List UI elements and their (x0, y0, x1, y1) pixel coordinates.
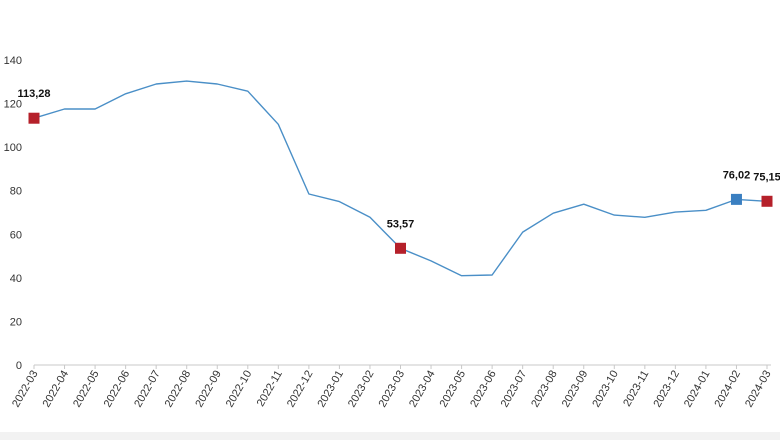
x-tick-label: 2023-10 (590, 369, 621, 410)
y-tick-label: 40 (10, 273, 22, 285)
x-tick-label: 2022-09 (193, 369, 224, 410)
x-tick-label: 2024-01 (682, 369, 713, 410)
bottom-band (0, 432, 780, 440)
y-tick-label: 60 (10, 229, 22, 241)
data-label: 75,15 (753, 171, 780, 183)
x-tick-label: 2024-02 (712, 369, 743, 410)
x-tick-label: 2023-07 (499, 369, 530, 410)
x-tick-label: 2023-03 (377, 369, 408, 410)
x-tick-label: 2022-10 (224, 369, 255, 410)
highlight-marker (395, 242, 406, 254)
x-tick-label: 2023-05 (438, 369, 469, 410)
x-tick-label: 2022-03 (10, 369, 41, 410)
x-tick-label: 2023-01 (315, 369, 346, 410)
x-tick-label: 2022-04 (41, 369, 72, 410)
y-tick-label: 20 (10, 316, 22, 328)
x-tick-label: 2023-04 (407, 369, 438, 410)
y-tick-label: 140 (4, 55, 22, 67)
x-tick-label: 2023-12 (651, 369, 682, 410)
data-label: 76,02 (723, 169, 751, 181)
y-tick-label: 120 (4, 99, 22, 111)
x-tick-label: 2022-07 (132, 369, 163, 410)
highlight-marker (28, 112, 40, 124)
x-tick-label: 2023-06 (468, 369, 499, 410)
x-tick-label: 2023-08 (529, 369, 560, 410)
x-tick-label: 2022-12 (285, 369, 316, 410)
y-tick-label: 0 (16, 360, 22, 372)
highlight-marker (730, 193, 742, 205)
x-tick-label: 2022-08 (163, 369, 194, 410)
x-tick-label: 2024-03 (743, 369, 774, 410)
x-tick-label: 2022-11 (255, 369, 285, 409)
x-tick-label: 2022-06 (102, 369, 133, 410)
x-tick-label: 2022-05 (71, 369, 102, 410)
x-tick-label: 2023-09 (560, 369, 591, 410)
x-tick-label: 2023-02 (346, 369, 377, 410)
y-tick-label: 80 (10, 186, 22, 198)
data-label: 113,28 (17, 88, 50, 100)
highlight-marker (761, 195, 773, 207)
y-tick-label: 100 (4, 142, 22, 154)
x-tick-label: 2023-11 (621, 369, 651, 409)
data-label: 53,57 (387, 218, 415, 230)
